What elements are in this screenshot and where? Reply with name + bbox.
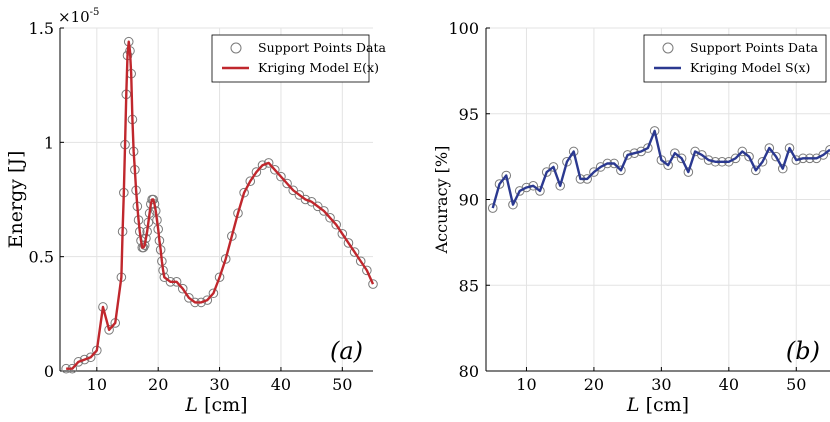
panel-label: (b) (786, 337, 820, 365)
support-point (294, 190, 305, 200)
kriging-model-line (66, 40, 375, 370)
support-point (208, 288, 219, 299)
support-point (818, 150, 829, 160)
y-tick-label: 90 (459, 191, 479, 210)
x-axis-label: L [cm] (626, 394, 689, 416)
support-point (177, 283, 188, 294)
x-tick-label: 10 (87, 375, 107, 394)
support-point (257, 160, 268, 170)
support-point (737, 146, 748, 157)
support-point (282, 178, 292, 189)
support-point (368, 279, 378, 289)
support-point (764, 143, 775, 153)
x-tick-label: 50 (332, 375, 352, 394)
support-point (331, 219, 341, 230)
y-tick-label: 95 (459, 105, 479, 124)
chart-panel-a: 10 20 30 40 50 0 0.5 1 1.5×10-5 Energy [J] L [cm] (… (5, 7, 387, 416)
support-point (251, 167, 262, 177)
y-tick-label: 85 (459, 276, 479, 295)
support-point (306, 196, 317, 207)
x-tick-label: 40 (271, 375, 291, 394)
support-point (349, 247, 360, 257)
y-tick-label: 0.5 (29, 248, 54, 267)
x-tick-label: 40 (719, 375, 739, 394)
support-point (751, 165, 761, 176)
y-tick-label: 1 (44, 133, 54, 152)
support-point (270, 164, 280, 175)
support-point (138, 242, 149, 253)
support-point (325, 212, 335, 223)
support-point (263, 158, 274, 168)
support-point (535, 186, 545, 196)
x-tick-label: 30 (209, 375, 229, 394)
legend-marker-support-points (230, 42, 242, 54)
support-point (541, 167, 552, 177)
support-point (616, 165, 626, 176)
support-point (337, 229, 348, 239)
support-point (670, 148, 680, 158)
support-point (214, 272, 225, 283)
support-point (85, 352, 96, 363)
support-point (79, 354, 90, 365)
support-point (777, 163, 788, 174)
support-point (643, 143, 653, 153)
support-point (276, 171, 286, 182)
kriging-model-line (491, 129, 830, 209)
support-point (771, 151, 781, 162)
legend-box (643, 34, 827, 83)
support-point (184, 293, 194, 303)
legend-label-kriging-model: Kriging Model S(x) (690, 60, 810, 75)
y-axis-label: Energy [J] (5, 151, 27, 249)
y-tick-label: 80 (459, 362, 479, 381)
support-point (202, 295, 213, 305)
support-point (683, 167, 694, 177)
legend-marker-support-points (662, 42, 674, 54)
y-axis-label: Accuracy [%] (432, 146, 451, 255)
y-tick-label: 1.5 (29, 19, 54, 38)
support-point (744, 151, 754, 162)
support-point (288, 185, 299, 196)
legend-box (211, 34, 370, 83)
support-point (663, 160, 673, 170)
support-point (548, 162, 559, 172)
x-axis-label: L [cm] (184, 394, 247, 416)
x-axis-label-unit: [cm] (204, 394, 247, 416)
x-tick-label: 20 (148, 375, 168, 394)
x-tick-label: 20 (584, 375, 604, 394)
legend-label-kriging-model: Kriging Model E(x) (258, 60, 379, 75)
support-point (784, 143, 795, 153)
support-point (73, 357, 84, 367)
chart-panel-b: 10 20 30 40 50 80 85 90 95 100 Accuracy [%] L [cm] (… (432, 19, 830, 416)
x-tick-label: 30 (651, 375, 671, 394)
x-tick-label: 50 (786, 375, 806, 394)
x-axis-label-unit: [cm] (646, 394, 689, 416)
support-point (355, 256, 366, 267)
x-axis-label-variable: L (626, 394, 640, 416)
legend-label-support-points: Support Points Data (690, 40, 819, 55)
legend-label-support-points: Support Points Data (258, 40, 387, 55)
support-point (362, 265, 372, 276)
y-multiplier-base: ×10 (58, 8, 90, 26)
panel-label: (a) (330, 337, 363, 365)
support-point (312, 201, 323, 212)
support-point (319, 206, 329, 216)
support-point (825, 144, 830, 155)
support-point (239, 187, 249, 198)
x-axis-label-variable: L (184, 394, 198, 416)
support-point (589, 167, 599, 177)
y-multiplier-exponent: -5 (90, 7, 100, 18)
support-point (697, 150, 707, 160)
y-tick-label: 0 (44, 362, 54, 381)
y-multiplier-label: ×10-5 (58, 7, 99, 26)
x-tick-label: 10 (516, 375, 536, 394)
support-point (757, 156, 768, 167)
support-point (730, 153, 741, 164)
support-point (343, 238, 354, 248)
y-tick-label: 100 (448, 19, 479, 38)
support-point (300, 194, 311, 205)
support-point (245, 176, 256, 187)
support-point (676, 153, 687, 164)
